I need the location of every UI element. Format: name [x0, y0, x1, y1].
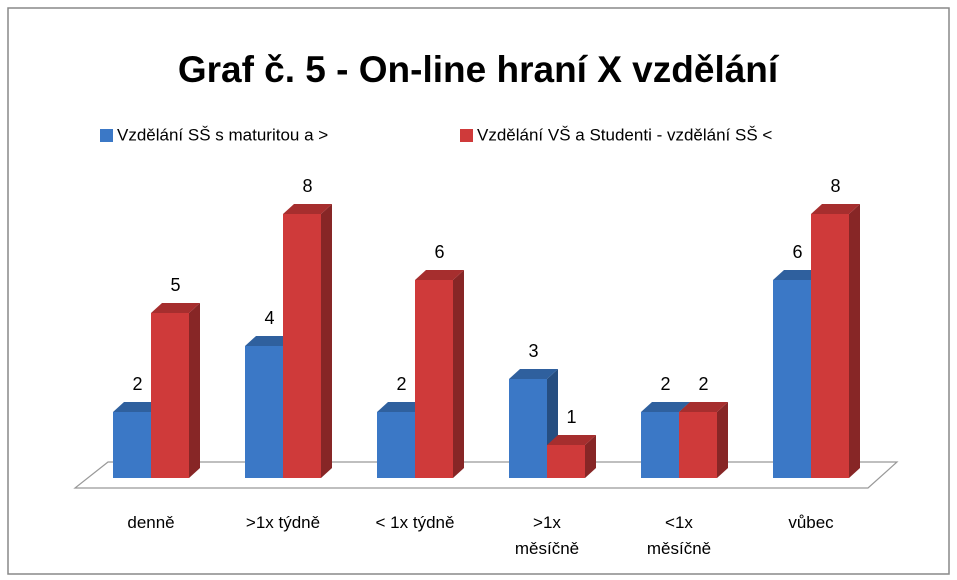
x-tick-label: >1x týdně — [245, 513, 321, 532]
bar-side — [849, 204, 860, 478]
x-tick-label: denně — [127, 513, 175, 532]
data-label: 8 — [830, 176, 840, 196]
x-tick-label: >1x měsíčně — [514, 513, 580, 558]
bar-top — [773, 270, 822, 280]
data-label: 2 — [660, 374, 670, 394]
chart-title: Graf č. 5 - On-line hraní X vzdělání — [178, 49, 780, 90]
bar-front — [283, 214, 321, 478]
bar-top — [679, 402, 728, 412]
bar-front — [679, 412, 717, 478]
bar-front — [151, 313, 189, 478]
x-tick-label: <1x měsíčně — [646, 513, 712, 558]
bar — [679, 402, 728, 478]
bar-front — [773, 280, 811, 478]
bar — [811, 204, 860, 478]
bar-top — [547, 435, 596, 445]
bar-side — [321, 204, 332, 478]
bar-side — [453, 270, 464, 478]
data-label: 4 — [264, 308, 274, 328]
bar-front — [641, 412, 679, 478]
bar — [283, 204, 332, 478]
data-label: 5 — [170, 275, 180, 295]
legend-swatch — [460, 129, 473, 142]
data-label: 2 — [396, 374, 406, 394]
data-label: 2 — [132, 374, 142, 394]
data-label: 6 — [792, 242, 802, 262]
data-label: 8 — [302, 176, 312, 196]
bar-front — [547, 445, 585, 478]
bar-top — [641, 402, 690, 412]
bar-front — [245, 346, 283, 478]
bar-front — [811, 214, 849, 478]
bar-side — [189, 303, 200, 478]
bar — [547, 435, 596, 478]
data-label: 6 — [434, 242, 444, 262]
bar-top — [811, 204, 860, 214]
bar-front — [377, 412, 415, 478]
data-label: 3 — [528, 341, 538, 361]
x-tick-label: vůbec — [788, 513, 834, 532]
bar-top — [283, 204, 332, 214]
bar-top — [509, 369, 558, 379]
bar-front — [509, 379, 547, 478]
bar-top — [415, 270, 464, 280]
bar-top — [151, 303, 200, 313]
bar-top — [377, 402, 426, 412]
data-label: 2 — [698, 374, 708, 394]
bar — [415, 270, 464, 478]
bar-front — [113, 412, 151, 478]
data-label: 1 — [566, 407, 576, 427]
bar-top — [113, 402, 162, 412]
x-tick-label: < 1x týdně — [375, 513, 455, 532]
bar — [151, 303, 200, 478]
bar-side — [717, 402, 728, 478]
legend-label: Vzdělání VŠ a Studenti - vzdělání SŠ < — [477, 125, 772, 144]
bar-front — [415, 280, 453, 478]
bar-top — [245, 336, 294, 346]
legend-swatch — [100, 129, 113, 142]
legend-label: Vzdělání SŠ s maturitou a > — [117, 125, 328, 144]
bar-side — [585, 435, 596, 478]
